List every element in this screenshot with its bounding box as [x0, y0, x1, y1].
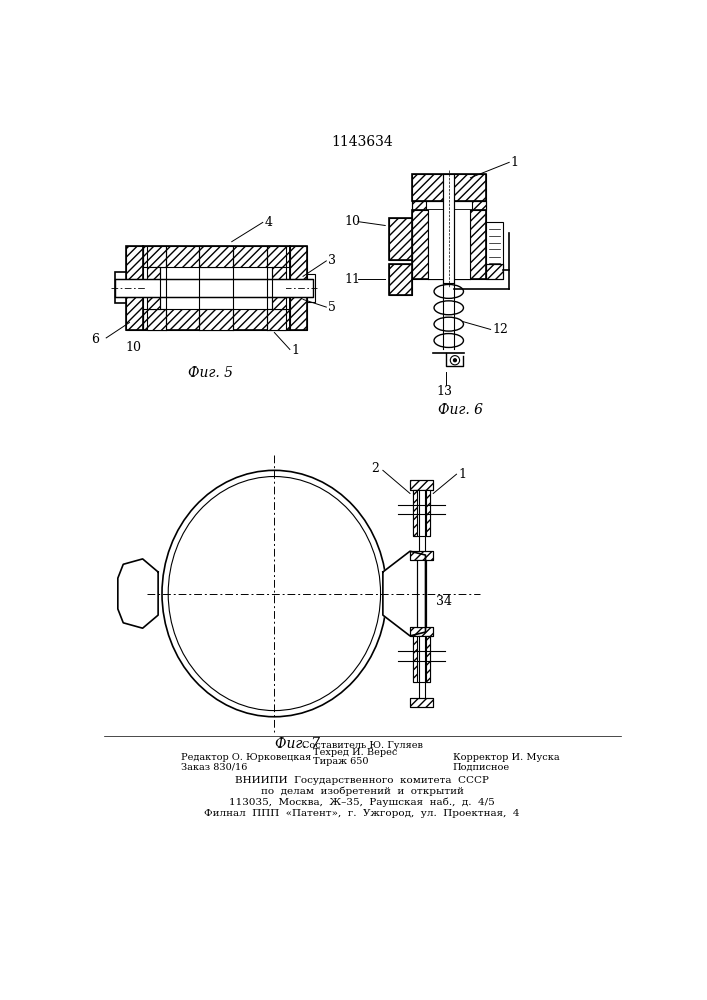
- Text: Филнал  ППП  «Патент»,  г.  Ужгород,  ул.  Проектная,  4: Филнал ППП «Патент», г. Ужгород, ул. Про…: [204, 808, 520, 818]
- Bar: [472, 201, 486, 210]
- Bar: [410, 551, 433, 560]
- Ellipse shape: [162, 470, 387, 717]
- Bar: [389, 218, 412, 260]
- Bar: [412, 201, 426, 210]
- Ellipse shape: [434, 317, 464, 331]
- Bar: [412, 174, 486, 201]
- Bar: [417, 560, 426, 627]
- Text: 113035,  Москва,  Ж–35,  Раушская  наб.,  д.  4/5: 113035, Москва, Ж–35, Раушская наб., д. …: [229, 797, 495, 807]
- Polygon shape: [383, 551, 426, 636]
- Bar: [199, 309, 233, 330]
- Bar: [307, 274, 315, 302]
- Bar: [290, 246, 307, 330]
- Text: Редактор О. Юрковецкая: Редактор О. Юрковецкая: [182, 753, 312, 762]
- Text: Заказ 830/16: Заказ 830/16: [182, 762, 247, 771]
- Text: 12: 12: [492, 323, 508, 336]
- Bar: [426, 636, 430, 682]
- Text: 11: 11: [344, 273, 360, 286]
- Bar: [410, 480, 433, 490]
- Bar: [410, 627, 433, 636]
- Text: Составитель Ю. Гуляев: Составитель Ю. Гуляев: [301, 741, 422, 750]
- Bar: [413, 636, 430, 682]
- Ellipse shape: [434, 301, 464, 315]
- Bar: [199, 246, 233, 267]
- Bar: [115, 279, 313, 297]
- Text: 5: 5: [328, 301, 336, 314]
- Text: 4: 4: [264, 216, 272, 229]
- Bar: [410, 627, 433, 636]
- Bar: [410, 698, 433, 707]
- Text: ВНИИПИ  Государственного  комитета  СССР: ВНИИПИ Государственного комитета СССР: [235, 776, 489, 785]
- Bar: [146, 267, 160, 282]
- Bar: [267, 309, 286, 330]
- Text: 10: 10: [126, 341, 141, 354]
- Text: Фиг. 7: Фиг. 7: [275, 737, 320, 751]
- Bar: [486, 264, 503, 279]
- Text: 1: 1: [510, 156, 519, 169]
- Text: 1: 1: [291, 344, 300, 357]
- Bar: [410, 480, 433, 490]
- Bar: [428, 210, 470, 279]
- Text: 13: 13: [436, 385, 452, 398]
- Text: по  делам  изобретений  и  открытий: по делам изобретений и открытий: [260, 787, 463, 796]
- Bar: [146, 282, 286, 293]
- Text: Подписное: Подписное: [452, 762, 510, 771]
- Bar: [410, 551, 433, 560]
- Text: Корректор И. Муска: Корректор И. Муска: [452, 753, 559, 762]
- Bar: [412, 210, 486, 279]
- Bar: [126, 246, 143, 330]
- Ellipse shape: [434, 284, 464, 298]
- Bar: [272, 293, 286, 309]
- Ellipse shape: [168, 477, 380, 711]
- Polygon shape: [118, 559, 158, 628]
- Text: 10: 10: [344, 215, 360, 228]
- Bar: [412, 201, 486, 210]
- Circle shape: [450, 356, 460, 365]
- Text: Тираж 650: Тираж 650: [313, 757, 368, 766]
- Bar: [290, 246, 307, 330]
- Bar: [389, 264, 412, 295]
- Bar: [146, 293, 160, 309]
- Bar: [443, 174, 454, 283]
- Bar: [413, 490, 430, 536]
- Text: 1: 1: [458, 468, 466, 481]
- Bar: [412, 174, 486, 201]
- Text: 34: 34: [436, 595, 452, 608]
- Text: 1143634: 1143634: [331, 135, 393, 149]
- Bar: [115, 272, 126, 303]
- Bar: [146, 309, 166, 330]
- Bar: [146, 246, 166, 267]
- Bar: [413, 636, 417, 682]
- Text: 3: 3: [328, 254, 336, 267]
- Bar: [126, 246, 143, 330]
- Bar: [143, 246, 290, 330]
- Text: 2: 2: [371, 462, 379, 475]
- Bar: [410, 698, 433, 707]
- Ellipse shape: [434, 334, 464, 347]
- Text: 6: 6: [90, 333, 99, 346]
- Bar: [267, 246, 286, 267]
- Bar: [412, 210, 486, 279]
- Bar: [486, 264, 503, 279]
- Bar: [389, 218, 412, 260]
- Bar: [143, 309, 290, 330]
- Text: Фиг. 5: Фиг. 5: [187, 366, 233, 380]
- Bar: [143, 246, 290, 267]
- Bar: [426, 490, 430, 536]
- Text: Фиг. 6: Фиг. 6: [438, 403, 483, 417]
- Bar: [413, 490, 417, 536]
- Bar: [272, 267, 286, 282]
- Bar: [486, 222, 503, 268]
- Circle shape: [453, 359, 457, 362]
- Bar: [389, 264, 412, 295]
- Text: Техред И. Верес: Техред И. Верес: [313, 748, 397, 757]
- Bar: [428, 210, 470, 279]
